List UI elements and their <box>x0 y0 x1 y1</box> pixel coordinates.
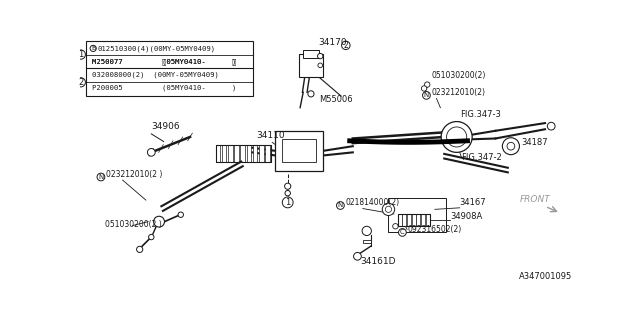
Bar <box>417 214 420 226</box>
Text: 032008000(2)  (00MY-05MY0409): 032008000(2) (00MY-05MY0409) <box>92 71 220 78</box>
Circle shape <box>178 212 184 217</box>
Bar <box>397 214 402 226</box>
Circle shape <box>422 92 430 99</box>
Text: 092316502(2): 092316502(2) <box>408 225 462 235</box>
Bar <box>259 145 264 162</box>
Text: 1: 1 <box>78 50 83 59</box>
Bar <box>282 139 316 162</box>
Text: 051030200(2): 051030200(2) <box>431 71 486 80</box>
Bar <box>86 41 253 96</box>
Bar <box>407 214 411 226</box>
Bar <box>228 145 233 162</box>
Text: FIG.347-3: FIG.347-3 <box>460 110 500 119</box>
Bar <box>412 214 415 226</box>
Text: 012510300(4)(00MY-05MY0409): 012510300(4)(00MY-05MY0409) <box>98 45 216 52</box>
Bar <box>246 145 252 162</box>
Text: 051030200(2 ): 051030200(2 ) <box>105 220 161 229</box>
Bar <box>216 145 271 162</box>
Circle shape <box>90 45 96 52</box>
Circle shape <box>148 234 154 240</box>
Text: C: C <box>400 229 404 236</box>
Circle shape <box>382 203 395 215</box>
Circle shape <box>441 122 472 152</box>
Circle shape <box>337 202 344 209</box>
Circle shape <box>447 127 467 147</box>
Text: 021814000(2): 021814000(2) <box>346 198 400 207</box>
Text: 34906: 34906 <box>151 122 180 131</box>
Bar <box>303 50 319 58</box>
Bar <box>234 145 239 162</box>
Circle shape <box>76 50 85 59</box>
Text: P200005         (05MY0410-      ): P200005 (05MY0410- ) <box>92 84 237 91</box>
Circle shape <box>285 183 291 189</box>
Bar <box>421 214 425 226</box>
Text: 34110: 34110 <box>257 132 285 140</box>
Circle shape <box>154 216 164 227</box>
Bar <box>426 214 429 226</box>
Circle shape <box>147 148 155 156</box>
Circle shape <box>502 138 520 155</box>
Text: 2: 2 <box>344 41 348 50</box>
Text: 34161D: 34161D <box>360 257 396 266</box>
Bar <box>403 214 406 226</box>
Text: 023212010(2 ): 023212010(2 ) <box>106 170 163 179</box>
Circle shape <box>421 86 427 91</box>
Text: FIG.347-2: FIG.347-2 <box>461 153 502 162</box>
Text: 34170: 34170 <box>318 37 346 46</box>
Text: 1: 1 <box>285 198 291 207</box>
Text: B: B <box>91 46 95 51</box>
Circle shape <box>308 91 314 97</box>
Circle shape <box>507 142 515 150</box>
Circle shape <box>285 190 291 196</box>
Bar <box>253 145 257 162</box>
Circle shape <box>136 246 143 252</box>
Circle shape <box>547 122 555 130</box>
Bar <box>216 145 220 162</box>
Text: N: N <box>338 203 343 209</box>
Bar <box>397 214 430 226</box>
Bar <box>265 145 270 162</box>
Text: M55006: M55006 <box>319 94 353 104</box>
Text: FRONT: FRONT <box>520 195 551 204</box>
Bar <box>388 198 446 232</box>
Text: M250077         (05MY0410-      ): M250077 (05MY0410- ) <box>92 58 237 65</box>
Text: N: N <box>424 92 429 98</box>
Text: M250077         　05MY0410-      、: M250077 05MY0410- 、 <box>92 58 237 65</box>
Text: 34908A: 34908A <box>451 212 483 220</box>
Circle shape <box>353 252 362 260</box>
Circle shape <box>342 41 350 50</box>
Circle shape <box>317 53 323 59</box>
Circle shape <box>399 228 406 236</box>
Bar <box>363 240 371 243</box>
Bar <box>241 145 245 162</box>
Text: 023212010(2): 023212010(2) <box>432 88 486 97</box>
Circle shape <box>282 197 293 208</box>
Text: 2: 2 <box>78 78 83 87</box>
Text: 34167: 34167 <box>460 198 486 207</box>
Circle shape <box>362 226 371 236</box>
Circle shape <box>393 224 398 229</box>
FancyBboxPatch shape <box>275 131 323 171</box>
Text: N: N <box>99 174 104 180</box>
Text: A347001095: A347001095 <box>518 272 572 281</box>
Bar <box>298 54 323 77</box>
Text: 34187: 34187 <box>522 138 548 147</box>
Circle shape <box>424 82 430 87</box>
Bar <box>222 145 227 162</box>
Circle shape <box>385 206 392 212</box>
Circle shape <box>76 78 85 87</box>
Circle shape <box>318 63 323 68</box>
Circle shape <box>97 173 105 181</box>
